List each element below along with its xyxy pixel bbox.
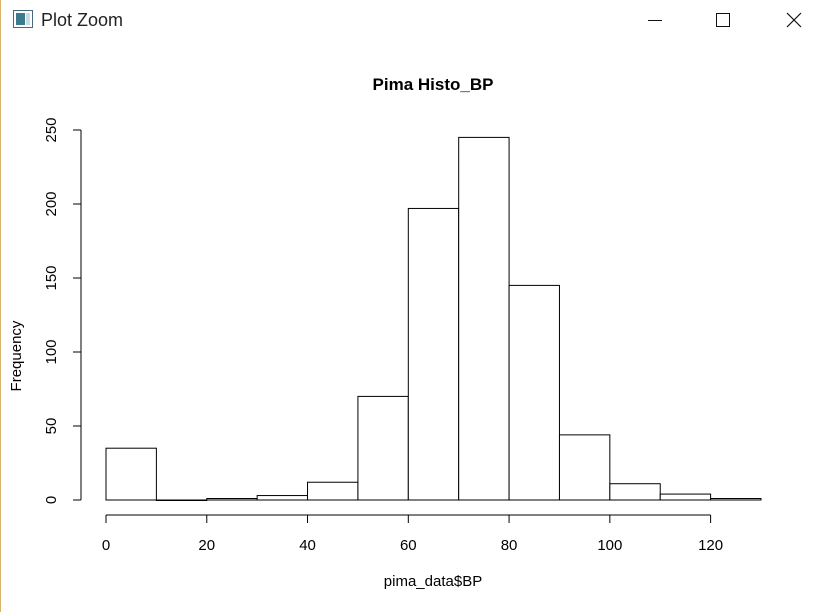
y-tick-label: 250 (43, 117, 60, 142)
close-icon (786, 12, 802, 28)
histogram-bar (256, 495, 309, 501)
x-tick-label: 60 (400, 537, 417, 554)
x-tick-label: 40 (299, 537, 316, 554)
x-tick-label: 100 (597, 537, 622, 554)
histogram-bars (105, 136, 762, 501)
histogram-bar (307, 481, 359, 501)
histogram-bar (458, 136, 510, 501)
maximize-button[interactable] (689, 0, 759, 40)
y-tick-label: 0 (43, 496, 60, 504)
y-tick-label: 100 (43, 339, 60, 364)
x-axis: 0 20 40 60 80 100 120 (102, 514, 723, 554)
minimize-button[interactable] (621, 0, 691, 40)
maximize-icon (716, 13, 730, 27)
y-tick-label: 200 (43, 191, 60, 216)
x-tick-label: 20 (198, 537, 215, 554)
y-axis-label: Frequency (8, 320, 25, 391)
histogram-bar (659, 493, 712, 501)
histogram-plot: Pima Histo_BP 0 20 40 60 80 100 120 0 50 100 150 2… (8, 75, 762, 590)
histogram-bar (155, 499, 208, 501)
x-tick-label: 120 (698, 537, 723, 554)
minimize-icon (648, 20, 662, 21)
y-axis: 0 50 100 150 200 250 (43, 117, 82, 504)
histogram-bar (357, 395, 409, 501)
histogram-bar (710, 498, 762, 501)
plot-window-icon (13, 10, 33, 28)
title-bar[interactable]: Plot Zoom (1, 0, 822, 40)
histogram-bar (206, 498, 258, 501)
x-axis-label: pima_data$BP (384, 573, 482, 590)
x-tick-label: 0 (102, 537, 110, 554)
y-tick-label: 150 (43, 265, 60, 290)
window-title: Plot Zoom (41, 10, 124, 30)
histogram-bar (508, 284, 560, 501)
histogram-bar (609, 483, 661, 501)
close-button[interactable] (757, 0, 822, 40)
histogram-bar (407, 207, 460, 501)
histogram-bar (105, 447, 157, 501)
x-tick-label: 80 (501, 537, 518, 554)
histogram-bar (558, 434, 611, 501)
chart-title: Pima Histo_BP (373, 75, 494, 94)
y-tick-label: 50 (43, 418, 60, 435)
